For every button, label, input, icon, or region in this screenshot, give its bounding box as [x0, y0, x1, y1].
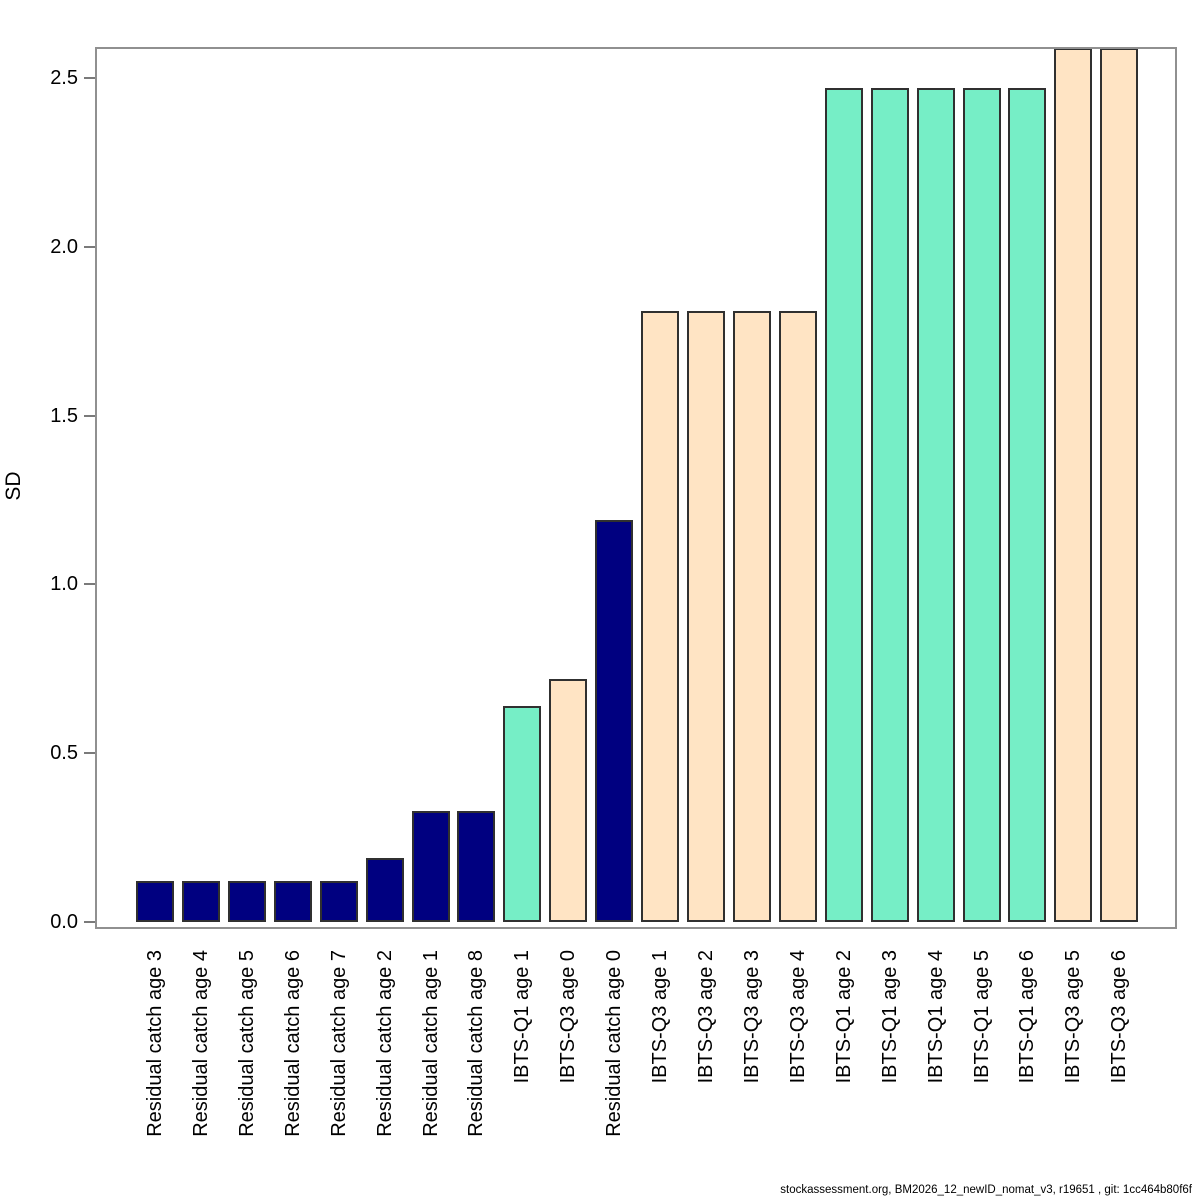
x-label-ibts-q3-age-2: IBTS-Q3 age 2 [695, 950, 718, 1084]
bar-ibts-q3-age-6 [1100, 49, 1139, 922]
bar-ibts-q1-age-4 [916, 88, 955, 922]
y-axis-title: SD [2, 471, 25, 501]
x-label-residual-catch-age-3: Residual catch age 3 [144, 950, 166, 1137]
bar-ibts-q3-age-5 [1054, 49, 1093, 922]
y-tick-label-1.5: 1.5 [50, 404, 78, 427]
y-tick-0.0 [84, 921, 95, 923]
bar-residual-catch-age-6 [273, 881, 312, 922]
y-tick-label-2.0: 2.0 [50, 235, 78, 258]
plot-area [95, 47, 1177, 929]
x-label-ibts-q3-age-0: IBTS-Q3 age 0 [557, 950, 580, 1084]
x-label-ibts-q3-age-4: IBTS-Q3 age 4 [786, 950, 809, 1084]
bar-ibts-q3-age-3 [732, 311, 771, 922]
x-label-ibts-q3-age-3: IBTS-Q3 age 3 [740, 950, 763, 1084]
bar-ibts-q1-age-3 [870, 88, 909, 922]
x-label-residual-catch-age-8: Residual catch age 8 [465, 950, 488, 1137]
x-label-residual-catch-age-4: Residual catch age 4 [189, 950, 212, 1137]
y-tick-2.0 [84, 245, 95, 248]
x-label-ibts-q1-age-3: IBTS-Q1 age 3 [878, 950, 901, 1084]
bar-residual-catch-age-4 [181, 881, 220, 922]
x-label-residual-catch-age-0: Residual catch age 0 [603, 950, 626, 1137]
bar-residual-catch-age-8 [457, 811, 496, 922]
bar-ibts-q3-age-4 [778, 311, 817, 922]
bar-residual-catch-age-0 [595, 520, 634, 922]
bar-residual-catch-age-5 [227, 881, 266, 922]
x-label-residual-catch-age-5: Residual catch age 5 [235, 950, 258, 1137]
y-tick-1.0 [84, 583, 95, 586]
bar-ibts-q1-age-5 [962, 88, 1001, 922]
bar-residual-catch-age-3 [136, 881, 174, 922]
x-label-residual-catch-age-7: Residual catch age 7 [327, 950, 350, 1137]
y-tick-1.5 [84, 414, 95, 417]
x-label-ibts-q3-age-6: IBTS-Q3 age 6 [1108, 950, 1131, 1084]
bar-residual-catch-age-7 [319, 881, 358, 922]
y-tick-label-0.5: 0.5 [50, 742, 78, 765]
x-label-ibts-q1-age-1: IBTS-Q1 age 1 [511, 950, 534, 1084]
x-label-residual-catch-age-6: Residual catch age 6 [281, 950, 304, 1137]
y-tick-label-0.0: 0.0 [50, 911, 78, 933]
x-label-residual-catch-age-2: Residual catch age 2 [373, 950, 396, 1137]
y-tick-0.5 [84, 752, 95, 755]
bar-residual-catch-age-2 [365, 858, 404, 922]
bar-residual-catch-age-1 [411, 811, 450, 922]
x-label-residual-catch-age-1: Residual catch age 1 [419, 950, 442, 1137]
y-tick-label-1.0: 1.0 [50, 573, 78, 596]
x-label-ibts-q3-age-5: IBTS-Q3 age 5 [1062, 950, 1085, 1084]
bar-ibts-q1-age-1 [503, 706, 542, 922]
x-label-ibts-q1-age-6: IBTS-Q1 age 6 [1016, 950, 1039, 1084]
bar-ibts-q3-age-1 [641, 311, 680, 922]
x-label-ibts-q3-age-1: IBTS-Q3 age 1 [649, 950, 672, 1084]
bar-ibts-q3-age-0 [549, 679, 588, 922]
y-tick-label-2.5: 2.5 [50, 67, 78, 89]
footer-note: stockassessment.org, BM2026_12_newID_nom… [780, 1184, 1192, 1196]
bar-ibts-q1-age-6 [1008, 88, 1047, 922]
x-label-ibts-q1-age-5: IBTS-Q1 age 5 [970, 950, 993, 1084]
x-label-ibts-q1-age-2: IBTS-Q1 age 2 [832, 950, 855, 1084]
bar-ibts-q3-age-2 [687, 311, 726, 922]
y-tick-2.5 [84, 77, 95, 79]
bar-ibts-q1-age-2 [824, 88, 863, 922]
x-label-ibts-q1-age-4: IBTS-Q1 age 4 [924, 950, 947, 1084]
